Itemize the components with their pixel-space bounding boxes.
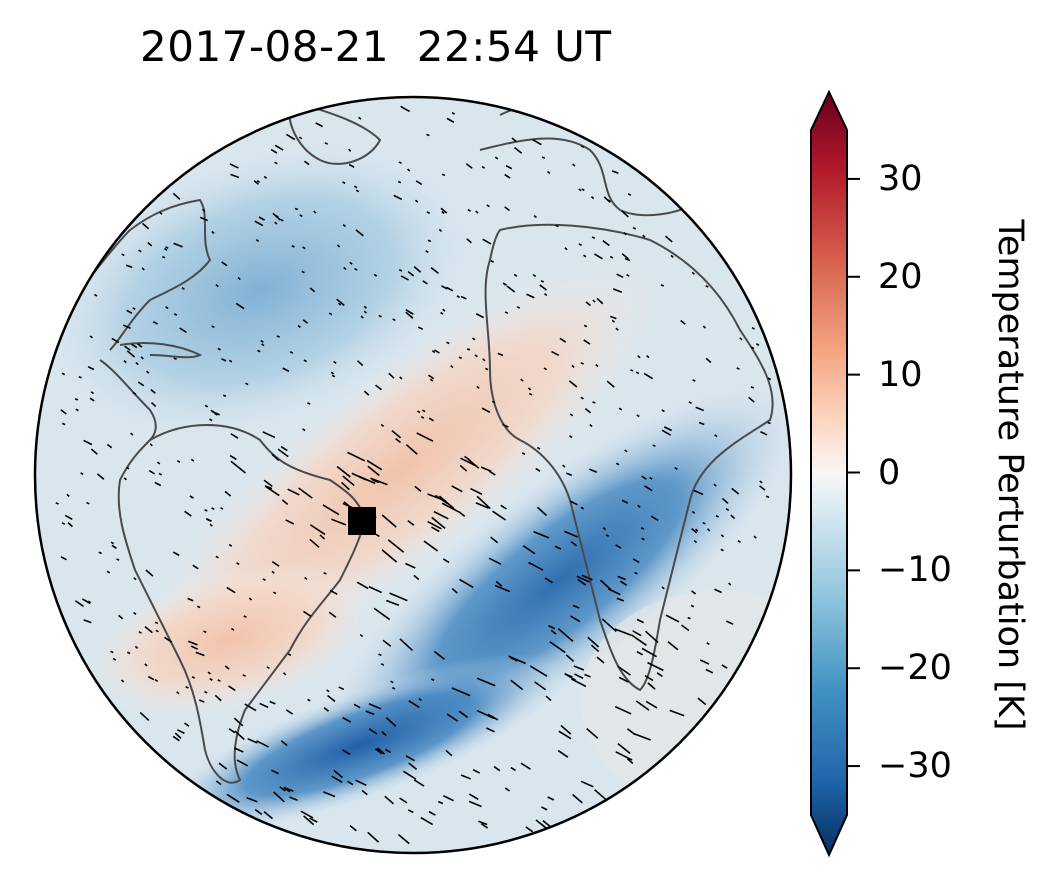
colorbar-tick-label: −30 bbox=[878, 746, 952, 787]
location-marker bbox=[348, 507, 376, 535]
colorbar-label: Temperature Perturbation [K] bbox=[990, 219, 1030, 731]
colorbar-tick-label: 0 bbox=[878, 452, 901, 493]
colorbar-ticks bbox=[847, 177, 860, 768]
colorbar-tick-label: −10 bbox=[878, 550, 952, 591]
colorbar-tick-label: 20 bbox=[878, 256, 923, 297]
globe-outline bbox=[33, 95, 793, 855]
colorbar bbox=[810, 89, 848, 858]
temperature-field bbox=[35, 97, 791, 853]
map-title: 2017-08-21 22:54 UT bbox=[140, 22, 612, 71]
wind-vectors bbox=[55, 105, 772, 845]
colorbar-tick-label: 30 bbox=[878, 158, 923, 199]
colorbar-tick-label: −20 bbox=[878, 648, 952, 689]
colorbar-tick-label: 10 bbox=[878, 354, 923, 395]
